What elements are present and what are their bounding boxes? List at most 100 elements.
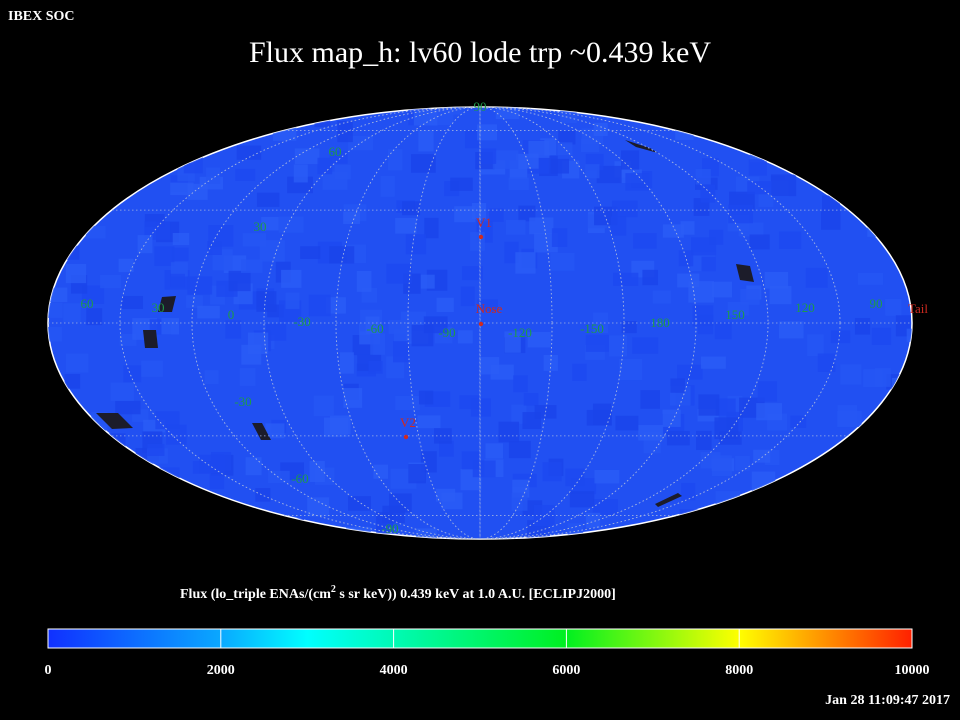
label-part: Flux (lo_triple ENAs/(cm [180, 587, 331, 602]
pixel [915, 114, 939, 131]
pixel [418, 390, 434, 405]
pixel [748, 159, 767, 176]
pixel [520, 545, 542, 565]
pixel [697, 314, 714, 335]
pixel [48, 452, 73, 466]
pixel [411, 324, 434, 347]
pixel [849, 137, 873, 154]
pixel [53, 456, 68, 473]
pixel [743, 511, 766, 531]
pixel [585, 334, 610, 352]
pixel [791, 490, 809, 512]
pixel [607, 550, 623, 567]
pixel [585, 164, 600, 179]
pixel [495, 107, 520, 120]
pixel [395, 395, 420, 411]
pixel [808, 499, 829, 520]
longitude-label: 90 [870, 296, 883, 311]
pixel [610, 216, 627, 236]
marker-dot [478, 234, 484, 240]
pixel [259, 516, 285, 534]
pixel [613, 272, 639, 286]
pixel [52, 113, 72, 134]
pixel [166, 424, 187, 445]
pixel [593, 122, 608, 137]
pixel [281, 545, 301, 567]
pixel [395, 217, 417, 234]
pixel [48, 302, 63, 318]
pixel [899, 533, 912, 539]
pixel [323, 417, 348, 438]
pixel [268, 470, 290, 484]
pixel [236, 510, 251, 529]
pixel [293, 164, 308, 183]
pixel [118, 258, 134, 273]
title: Flux map_h: lv60 lode trp ~0.439 keV [249, 36, 711, 69]
pixel [424, 217, 439, 239]
pixel [435, 488, 456, 502]
pixel [896, 130, 912, 148]
pixel [61, 245, 80, 260]
pixel [72, 423, 92, 439]
pixel [749, 234, 770, 250]
pixel [698, 394, 720, 416]
pixel [265, 423, 285, 439]
pixel [652, 109, 678, 123]
pixel [830, 330, 851, 344]
pixel [197, 305, 220, 319]
pixel [909, 107, 912, 129]
pixel [757, 381, 778, 402]
pixel [725, 516, 745, 537]
pixel [677, 364, 703, 380]
pixel [727, 301, 749, 316]
pixel [873, 209, 891, 224]
pixel [105, 107, 127, 122]
pixel [854, 317, 871, 335]
pixel [48, 108, 63, 124]
pixel [235, 168, 256, 181]
pixel [256, 291, 277, 312]
pixel [119, 333, 137, 346]
pixel [132, 128, 157, 143]
pixel [805, 267, 828, 288]
pixel [106, 537, 128, 539]
pixel [370, 333, 386, 355]
pixel [505, 219, 526, 235]
pixel [511, 492, 528, 511]
pixel [100, 275, 122, 289]
pixel [632, 337, 659, 354]
pixel [847, 160, 867, 175]
pixel [365, 316, 380, 335]
pixel [51, 210, 68, 226]
pixel [701, 256, 716, 272]
pixel [515, 252, 536, 274]
pixel [86, 308, 103, 326]
pixel [891, 377, 912, 398]
pixel [48, 176, 73, 194]
longitude-label: 180 [650, 315, 670, 330]
latitude-label: -30 [234, 394, 251, 409]
pixel [325, 297, 346, 314]
pixel [905, 171, 912, 192]
latitude-label: 60 [329, 144, 342, 159]
pixel [307, 497, 330, 517]
pixel [343, 388, 363, 408]
pixel [642, 269, 659, 286]
pixel [204, 370, 219, 384]
pixel [662, 409, 681, 427]
pixel [53, 447, 73, 468]
longitude-label: -150 [580, 321, 604, 336]
pixel [136, 517, 158, 535]
pixel [124, 533, 149, 539]
pixel [740, 288, 760, 305]
pixel [84, 522, 110, 536]
pixel [91, 495, 118, 510]
pixel [700, 184, 716, 203]
pixel [314, 114, 331, 128]
pixel [477, 124, 497, 141]
pixel [285, 108, 304, 123]
pixel [648, 529, 674, 539]
pixel [560, 107, 577, 123]
pixel [550, 253, 575, 271]
